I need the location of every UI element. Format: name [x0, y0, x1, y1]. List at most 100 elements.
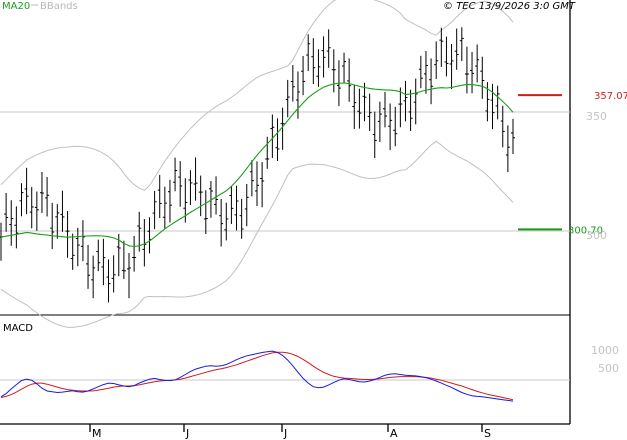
ohlc-bar	[9, 200, 14, 246]
ohlc-bar	[505, 125, 510, 173]
ohlc-bar	[157, 174, 162, 218]
ohlc-bar	[423, 51, 428, 94]
ohlc-bar	[14, 206, 19, 249]
price-gridlines	[0, 111, 570, 232]
ohlc-bar	[316, 49, 321, 87]
macd-panel-title: MACD	[3, 323, 33, 334]
ohlc-bar	[121, 240, 126, 280]
ohlc-bar	[127, 253, 131, 299]
bollinger-bands	[0, 0, 514, 328]
ohlc-bar	[347, 58, 352, 102]
price-y-tick-labels: 300 350	[586, 110, 607, 242]
ohlc-bar	[50, 202, 55, 249]
ohlc-bar	[198, 175, 203, 217]
ohlc-bar	[255, 161, 259, 206]
ohlc-bar	[132, 235, 137, 272]
ohlc-bar	[444, 36, 449, 77]
ohlc-bar	[244, 184, 249, 227]
ohlc-bars	[0, 27, 515, 303]
x-month-label: A	[390, 427, 398, 440]
ohlc-bar	[475, 44, 480, 83]
ohlc-bar	[80, 220, 85, 262]
x-month-label: M	[92, 427, 102, 440]
ohlc-bar	[429, 58, 434, 105]
ohlc-bar	[331, 49, 336, 93]
ohlc-bar	[70, 233, 75, 270]
ma20-line	[0, 82, 514, 248]
copyright-notice: © TEC 13/9/2026 3:0 GMT	[443, 1, 576, 12]
ohlc-bar	[91, 255, 96, 299]
ohlc-bar	[454, 28, 459, 70]
ohlc-bar	[511, 118, 515, 154]
ohlc-bar	[65, 211, 70, 258]
macd-y-tick-label: 500	[598, 362, 619, 375]
ohlc-bar	[285, 79, 290, 118]
ohlc-bar	[393, 106, 398, 147]
ohlc-bar	[480, 56, 485, 99]
ohlc-bar	[239, 198, 244, 239]
ohlc-bar	[147, 217, 152, 254]
ohlc-bar	[260, 162, 265, 208]
ohlc-bar	[45, 177, 50, 217]
legend-bbands: BBands	[40, 1, 78, 12]
ohlc-bar	[162, 186, 167, 229]
ohlc-bar	[167, 179, 172, 223]
ohlc-bar	[208, 181, 213, 218]
ohlc-bar	[29, 187, 34, 229]
ohlc-bar	[408, 89, 413, 131]
ohlc-bar	[301, 56, 306, 96]
ohlc-bar	[4, 193, 9, 232]
ohlc-bar	[290, 65, 295, 102]
ohlc-bar	[249, 160, 254, 197]
ohlc-bar	[439, 27, 444, 67]
ohlc-bar	[188, 170, 193, 205]
ohlc-bar	[96, 239, 101, 272]
ohlc-bar	[280, 107, 285, 150]
ohlc-bar	[342, 52, 347, 84]
ohlc-bar	[86, 244, 91, 289]
ohlc-bar	[500, 105, 505, 148]
legend-ma20: MA20	[2, 1, 30, 12]
ohlc-bar	[24, 167, 29, 215]
support-level-label: 300.70	[568, 225, 603, 236]
ohlc-bar	[111, 255, 116, 293]
ohlc-bar	[60, 190, 65, 232]
ohlc-bar	[178, 161, 183, 207]
ohlc-bar	[55, 204, 60, 239]
ohlc-bar	[362, 82, 367, 122]
ohlc-bar	[449, 43, 454, 90]
ohlc-bar	[193, 157, 198, 201]
ohlc-bar	[398, 87, 403, 128]
ohlc-bar	[39, 171, 44, 213]
ohlc-bar	[219, 198, 224, 247]
ohlc-bar	[464, 46, 469, 94]
ohlc-bar	[403, 80, 408, 122]
ohlc-bar	[357, 88, 362, 129]
ohlc-bar	[459, 27, 464, 62]
ohlc-bar	[75, 227, 80, 267]
ohlc-bar	[275, 118, 280, 161]
ohlc-bar	[372, 111, 377, 159]
ohlc-bar	[229, 186, 234, 224]
ohlc-bar	[152, 190, 157, 230]
macd-y-tick-labels: 1000 500	[591, 344, 619, 375]
ohlc-bar	[326, 29, 331, 68]
ohlc-bar	[470, 52, 475, 94]
ohlc-bar	[434, 41, 439, 79]
ohlc-bar	[173, 157, 178, 192]
ohlc-bar	[234, 185, 239, 231]
ohlc-bar	[311, 38, 316, 85]
resistance-level-label: 357.07	[594, 91, 627, 102]
ohlc-bar	[265, 136, 270, 169]
macd-y-tick-label: 1000	[591, 344, 619, 357]
ohlc-bar	[137, 211, 142, 252]
ohlc-bar	[270, 114, 275, 158]
ohlc-bar	[34, 191, 39, 231]
ohlc-bar	[413, 78, 418, 125]
ohlc-bar	[495, 85, 500, 120]
ohlc-bar	[214, 176, 219, 215]
ohlc-bar	[295, 71, 300, 119]
price-y-tick-label: 300	[586, 229, 607, 242]
ohlc-bar	[321, 36, 326, 78]
